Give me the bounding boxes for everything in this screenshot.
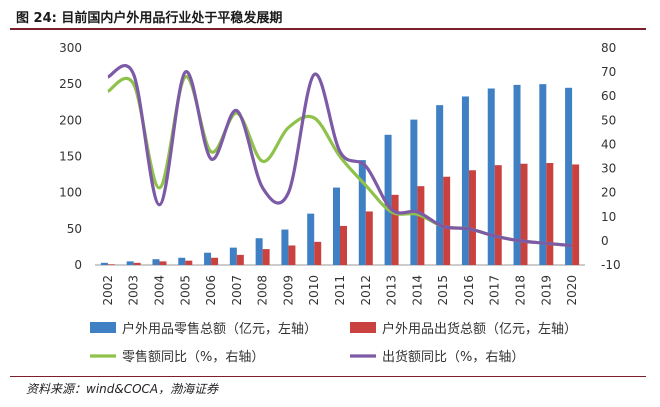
left-axis-tick-label: 200	[59, 113, 82, 127]
x-tick-label: 2008	[256, 275, 270, 306]
bar-retail	[410, 119, 418, 265]
bar-retail	[281, 229, 289, 265]
bar-retail	[436, 105, 444, 265]
bar-shipment	[262, 249, 270, 265]
right-axis-tick-label: -10	[601, 258, 621, 272]
x-tick-label: 2009	[281, 275, 295, 306]
bar-shipment	[468, 170, 476, 265]
x-tick-label: 2018	[514, 275, 528, 306]
x-tick-label: 2003	[127, 275, 141, 306]
right-axis-tick-label: 70	[601, 65, 616, 79]
x-tick-label: 2012	[359, 275, 373, 306]
x-tick-label: 2005	[178, 275, 192, 306]
figure-title-bar: 图 24: 目前国内户外用品行业处于平稳发展期	[10, 4, 646, 30]
legend-label: 出货额同比（%，右轴）	[382, 349, 524, 365]
bar-shipment	[236, 254, 244, 265]
bar-shipment	[365, 211, 373, 265]
legend-label: 户外用品零售总额（亿元，左轴）	[122, 321, 317, 337]
bar-shipment	[520, 163, 528, 265]
legend-swatch	[350, 322, 376, 333]
bar-retail	[487, 88, 495, 265]
line-shipment-yoy	[107, 64, 573, 248]
bar-retail	[358, 160, 366, 265]
bar-shipment	[494, 165, 502, 265]
x-tick-label: 2017	[488, 275, 502, 306]
legend-label: 零售额同比（%，右轴）	[122, 349, 264, 365]
x-tick-label: 2015	[436, 275, 450, 306]
bar-retail	[100, 262, 108, 265]
right-axis-tick-label: 20	[601, 186, 616, 200]
left-axis-tick-label: 0	[74, 258, 82, 272]
bar-retail	[461, 96, 469, 265]
bar-shipment	[159, 261, 167, 265]
bar-shipment	[185, 260, 193, 265]
x-tick-label: 2006	[204, 275, 218, 306]
bar-shipment	[288, 245, 296, 265]
bar-shipment	[572, 164, 580, 265]
bar-retail	[384, 134, 392, 265]
figure-title: 图 24: 目前国内户外用品行业处于平稳发展期	[16, 11, 283, 26]
right-axis-tick-label: 50	[601, 113, 616, 127]
left-axis-tick-label: 100	[59, 186, 82, 200]
bar-shipment	[107, 264, 115, 265]
x-tick-label: 2014	[410, 275, 424, 306]
bar-retail	[152, 259, 160, 265]
x-tick-label: 2013	[385, 275, 399, 306]
bar-retail	[126, 261, 134, 265]
x-tick-label: 2016	[462, 275, 476, 306]
bar-shipment	[314, 241, 322, 265]
x-tick-label: 2011	[333, 275, 347, 306]
x-tick-label: 2020	[565, 275, 579, 306]
right-axis-tick-label: 80	[601, 41, 616, 55]
bar-retail	[255, 238, 263, 265]
bar-shipment	[133, 262, 141, 265]
bar-retail	[307, 213, 315, 265]
bar-shipment	[443, 176, 451, 265]
bar-retail	[178, 257, 186, 265]
x-tick-label: 2019	[539, 275, 553, 306]
bar-retail	[513, 84, 521, 265]
bar-shipment	[546, 163, 554, 265]
left-axis-tick-label: 300	[59, 41, 82, 55]
bar-retail	[204, 252, 212, 265]
right-axis-tick-label: 30	[601, 162, 616, 176]
left-axis-tick-label: 250	[59, 77, 82, 91]
left-axis-tick-label: 150	[59, 150, 82, 164]
right-axis-tick-label: 40	[601, 137, 616, 151]
x-tick-label: 2002	[101, 275, 115, 306]
bar-retail	[565, 87, 573, 266]
left-axis-tick-label: 50	[67, 222, 82, 236]
legend-swatch	[90, 322, 116, 333]
bar-shipment	[391, 194, 399, 265]
right-axis-tick-label: 10	[601, 210, 616, 224]
right-axis-tick-label: 0	[601, 234, 609, 248]
x-tick-label: 2007	[230, 275, 244, 306]
bar-retail	[333, 187, 340, 265]
bar-retail	[539, 84, 547, 266]
source-note: 资料来源：wind&COCA，渤海证券	[26, 382, 219, 396]
right-axis-tick-label: 60	[601, 89, 616, 103]
source-divider	[10, 376, 646, 377]
bar-shipment	[340, 225, 347, 265]
bar-shipment	[211, 257, 219, 265]
x-tick-label: 2004	[152, 275, 166, 306]
bar-retail	[229, 247, 237, 265]
legend-label: 户外用品出货总额（亿元，左轴）	[382, 321, 577, 337]
x-tick-label: 2010	[307, 275, 321, 306]
bar-shipment	[417, 186, 425, 265]
